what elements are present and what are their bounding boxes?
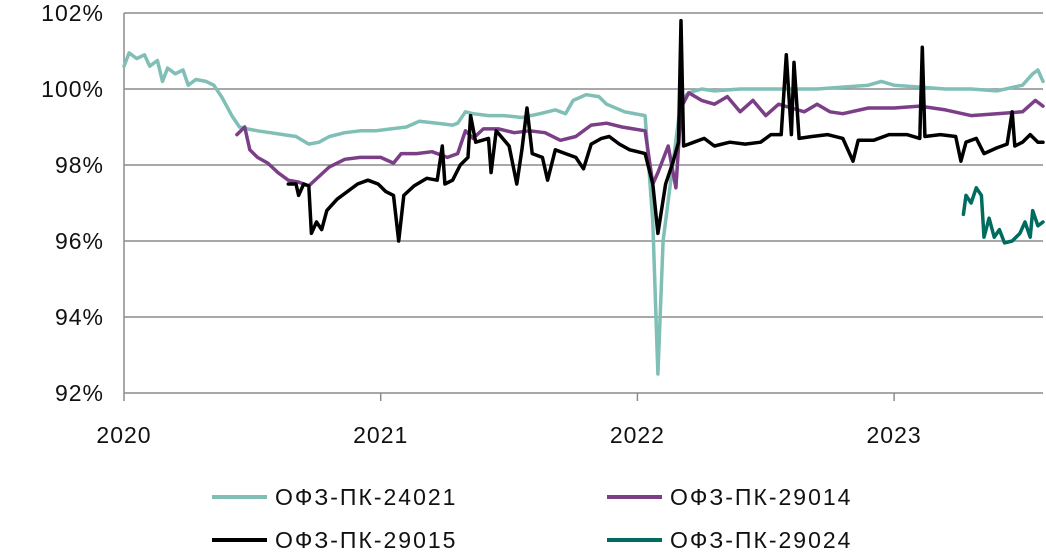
y-tick-label: 94% — [55, 304, 104, 330]
legend: ОФЗ-ПК-24021 ОФЗ-ПК-29014 ОФЗ-ПК-29015 ОФЗ-… — [212, 484, 852, 553]
y-tick-label: 102% — [41, 0, 104, 26]
legend-item: ОФЗ-ПК-29014 — [607, 484, 852, 510]
legend-item: ОФЗ-ПК-29015 — [212, 527, 457, 553]
legend-item: ОФЗ-ПК-29024 — [607, 527, 852, 553]
series-line-2 — [235, 91, 1045, 190]
legend-label: ОФЗ-ПК-29014 — [670, 484, 852, 510]
series-line-3 — [286, 18, 1045, 243]
series-line-1 — [122, 51, 1045, 376]
legend-label: ОФЗ-ПК-29015 — [275, 527, 457, 553]
series-lines — [122, 18, 1045, 376]
y-tick-label: 92% — [55, 380, 104, 406]
series-line-4 — [961, 186, 1045, 245]
x-tick-label: 2020 — [96, 422, 151, 448]
legend-item: ОФЗ-ПК-24021 — [212, 484, 457, 510]
y-tick-label: 100% — [41, 76, 104, 102]
y-tick-label: 96% — [55, 228, 104, 254]
legend-label: ОФЗ-ПК-29024 — [670, 527, 852, 553]
x-tick-label: 2021 — [353, 422, 408, 448]
legend-label: ОФЗ-ПК-24021 — [275, 484, 457, 510]
axes: 92% 94% 96% 98% 100% 102% 2020 2021 2022 2023 — [41, 0, 922, 448]
y-tick-label: 98% — [55, 152, 104, 178]
x-tick-label: 2022 — [610, 422, 665, 448]
x-tick-label: 2023 — [867, 422, 922, 448]
gridlines — [124, 12, 1043, 394]
